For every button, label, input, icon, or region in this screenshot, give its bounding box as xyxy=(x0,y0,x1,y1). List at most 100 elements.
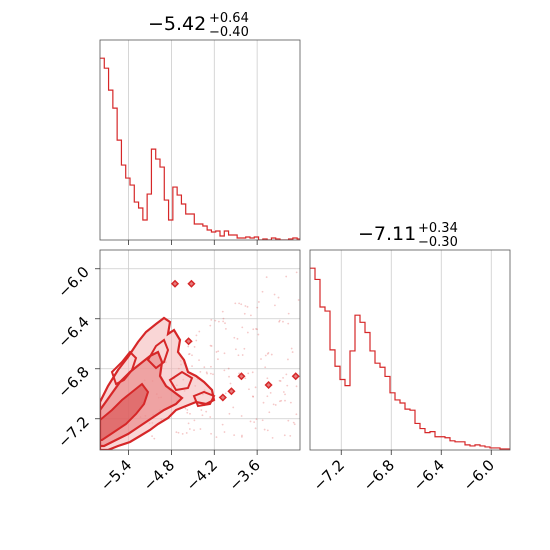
scatter-point xyxy=(256,328,258,331)
scatter-point xyxy=(266,429,269,432)
scatter-point xyxy=(206,372,208,375)
scatter-point xyxy=(280,399,283,402)
histogram-param2-frame xyxy=(309,249,511,451)
density-2d-y-tick-label: −6.4 xyxy=(54,313,92,351)
scatter-point xyxy=(249,420,252,423)
scatter-point xyxy=(223,352,226,355)
scatter-point xyxy=(266,353,269,355)
scatter-point xyxy=(254,386,257,389)
scatter-point xyxy=(282,376,284,379)
scatter-point xyxy=(297,299,300,301)
hotspot-marker xyxy=(227,387,236,396)
histogram-param2-steps xyxy=(310,267,510,450)
scatter-point xyxy=(252,395,254,398)
contour-line-b xyxy=(146,338,170,370)
scatter-point xyxy=(210,318,213,321)
scatter-point xyxy=(241,435,243,438)
scatter-point xyxy=(257,301,260,303)
scatter-point xyxy=(200,409,203,411)
scatter-point xyxy=(240,415,243,417)
histogram-param1-title-minus: −0.40 xyxy=(209,25,249,40)
scatter-point xyxy=(203,366,206,369)
scatter-point xyxy=(210,365,212,368)
scatter-point xyxy=(278,319,281,322)
scatter-point xyxy=(233,434,236,436)
histogram-param1-title-plus: +0.64 xyxy=(209,11,249,26)
scatter-point xyxy=(264,366,267,369)
scatter-point xyxy=(233,336,236,339)
scatter-point xyxy=(234,348,237,351)
scatter-point xyxy=(287,358,289,361)
scatter-point xyxy=(286,384,289,387)
scatter-point xyxy=(205,371,208,374)
density-2d-y-tick-label: −7.2 xyxy=(54,413,92,451)
scatter-point xyxy=(278,379,281,382)
scatter-point xyxy=(234,302,237,305)
scatter-point xyxy=(267,351,270,354)
scatter-point xyxy=(257,333,260,336)
density-2d-frame xyxy=(99,249,301,451)
scatter-point xyxy=(283,434,286,437)
scatter-point xyxy=(228,412,231,415)
scatter-point xyxy=(214,319,217,322)
histogram-param1-gridlines xyxy=(128,40,258,240)
scatter-point xyxy=(227,367,230,370)
hotspot-marker xyxy=(170,279,180,288)
hotspot-marker xyxy=(291,372,300,381)
scatter-point xyxy=(188,352,191,355)
histogram-param2-gridlines xyxy=(340,250,492,450)
histogram-param1-ticks xyxy=(128,240,258,245)
scatter-point xyxy=(269,391,272,394)
histogram-param2-panel: −7.2 −6.8 −6.4 −6.0 −7.11 +0.34 −0.30 xyxy=(309,221,511,495)
scatter-point xyxy=(261,419,264,422)
scatter-point xyxy=(272,403,275,406)
scatter-point xyxy=(198,359,200,362)
contour-fill-core xyxy=(100,382,150,441)
scatter-point xyxy=(151,435,153,438)
scatter-point xyxy=(290,347,293,350)
scatter-point xyxy=(289,401,292,404)
contour-line-c xyxy=(168,370,194,392)
hotspot-marker xyxy=(237,372,246,381)
scatter-point xyxy=(243,347,246,350)
scatter-point xyxy=(215,436,218,439)
scatter-point xyxy=(221,423,224,426)
scatter-point xyxy=(261,290,264,293)
hotspot-marker xyxy=(218,393,227,402)
density-2d-x-tick-label: −4.2 xyxy=(183,456,221,494)
scatter-point xyxy=(193,346,196,348)
scatter-point xyxy=(241,326,244,329)
hotspot-marker xyxy=(187,279,196,288)
scatter-point xyxy=(295,413,298,416)
scatter-point xyxy=(209,324,212,327)
scatter-point xyxy=(188,428,191,430)
scatter-point xyxy=(222,320,225,323)
histogram-param1-steps xyxy=(100,57,300,240)
histogram-param2-x-tick-label: −6.4 xyxy=(410,456,448,494)
scatter-point xyxy=(266,377,269,380)
scatter-point xyxy=(255,418,258,421)
density-2d-x-tick-label: −3.6 xyxy=(225,456,263,494)
scatter-point xyxy=(246,305,249,308)
scatter-point xyxy=(209,372,212,375)
histogram-param2-title-minus: −0.30 xyxy=(418,235,458,250)
scatter-point xyxy=(287,322,290,325)
scatter-point xyxy=(274,404,277,406)
scatter-point xyxy=(277,296,280,299)
scatter-point xyxy=(282,391,285,393)
scatter-point xyxy=(265,276,268,279)
scatter-point xyxy=(285,373,288,376)
scatter-point xyxy=(228,375,230,378)
density-2d-gridlines xyxy=(100,250,300,450)
scatter-point xyxy=(284,399,286,402)
scatter-point xyxy=(282,320,284,323)
histogram-param2-x-tick-label: −6.8 xyxy=(360,456,398,494)
histogram-param1-title-value: −5.42 xyxy=(148,13,206,35)
density-2d-x-tick-label: −5.4 xyxy=(97,456,135,494)
scatter-point xyxy=(246,331,249,334)
scatter-point xyxy=(186,411,189,414)
scatter-point xyxy=(241,434,243,437)
density-2d-x-tick-label: −4.8 xyxy=(140,456,178,494)
scatter-point xyxy=(221,310,224,313)
